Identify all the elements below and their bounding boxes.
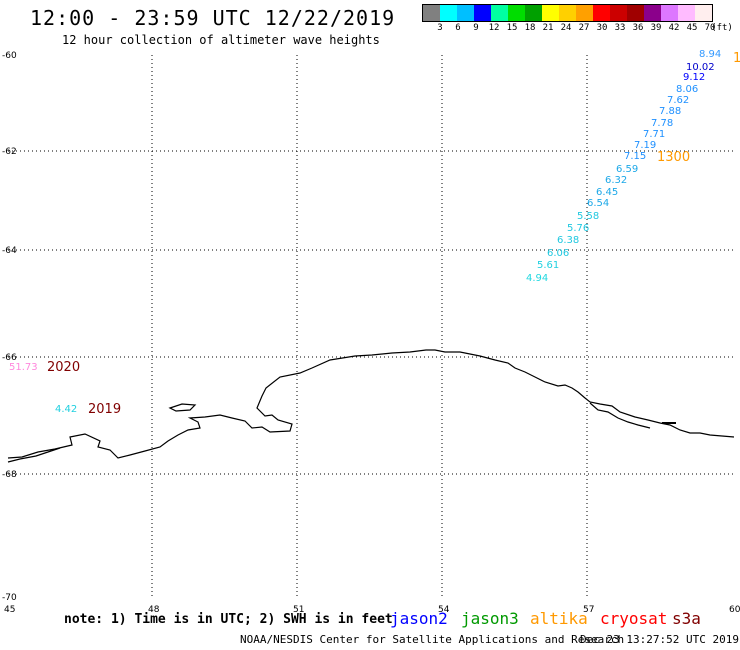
- wave-height-value: 9.12: [683, 72, 705, 83]
- wave-height-value: 6.59: [616, 164, 638, 175]
- legend-swatch: [678, 5, 695, 21]
- legend-label: 21: [542, 23, 554, 33]
- legend-label: 9: [473, 23, 479, 33]
- wave-height-value: 7.78: [651, 118, 673, 129]
- latitude-label: -68: [2, 470, 17, 480]
- satellite-jason3: jason3: [461, 609, 519, 628]
- latitude-label: -62: [2, 147, 17, 157]
- wave-height-value: 7.88: [659, 106, 681, 117]
- legend-label: 30: [596, 23, 608, 33]
- wave-height-value: 6.06: [547, 248, 569, 259]
- legend-swatches: [422, 4, 713, 22]
- pass-time-label: 1300: [657, 150, 690, 165]
- edge-label: 1: [733, 51, 740, 66]
- satellite-cryosat: cryosat: [600, 609, 668, 628]
- legend-label: 24: [560, 23, 572, 33]
- map-subtitle: 12 hour collection of altimeter wave hei…: [62, 33, 380, 47]
- graticule: -60 -62 -64 -66 -68 -70 45 48 51 54 57 60: [2, 51, 740, 615]
- legend-label: 45: [686, 23, 698, 33]
- wave-height-value: 6.54: [587, 198, 609, 209]
- legend-swatch: [542, 5, 559, 21]
- legend-swatch: [644, 5, 661, 21]
- longitude-label: 48: [148, 605, 160, 615]
- legend-swatch: [559, 5, 576, 21]
- legend-swatch: [491, 5, 508, 21]
- wave-height-value: 10.02: [686, 62, 715, 73]
- longitude-label: 45: [4, 605, 15, 615]
- legend-swatch: [576, 5, 593, 21]
- legend-swatch: [440, 5, 457, 21]
- marker-value: 4.42: [55, 404, 77, 415]
- wave-height-value: 5.61: [537, 260, 559, 271]
- marker-value: 51.73: [9, 362, 38, 373]
- color-legend: 3 6 9 12 15 18 21 24 27 30 33 36 39 42 45 70 (ft): [422, 4, 733, 33]
- legend-label: 70: [704, 23, 716, 33]
- legend-swatch: [508, 5, 525, 21]
- map-title: 12:00 - 23:59 UTC 12/22/2019: [30, 6, 396, 30]
- legend-swatch: [627, 5, 644, 21]
- latitude-label: -66: [2, 353, 17, 363]
- legend-label: 27: [578, 23, 590, 33]
- credit-line: NOAA/NESDIS Center for Satellite Applica…: [240, 633, 625, 646]
- footnote: note: 1) Time is in UTC; 2) SWH is in fe…: [64, 612, 393, 627]
- legend-labels: 3 6 9 12 15 18 21 24 27 30 33 36 39 42 45 70 (ft): [422, 23, 740, 35]
- legend-swatch: [423, 5, 440, 21]
- satellite-s3a: s3a: [672, 609, 701, 628]
- legend-swatch: [661, 5, 678, 21]
- coastline-fragment: [168, 403, 197, 412]
- generated-timestamp: Dec 23 13:27:52 UTC 2019: [580, 633, 739, 646]
- legend-swatch: [610, 5, 627, 21]
- latitude-label: -70: [2, 593, 17, 603]
- legend-swatch: [474, 5, 491, 21]
- latitude-label: -60: [2, 51, 17, 61]
- wave-height-value: 7.15: [624, 151, 646, 162]
- legend-swatch: [525, 5, 542, 21]
- wave-height-value: 8.94: [699, 49, 721, 60]
- antarctic-coastline: [7, 349, 735, 459]
- coastline: [7, 349, 735, 463]
- coastline-fragment: [7, 447, 61, 463]
- legend-swatch: [593, 5, 610, 21]
- wave-height-value: 7.62: [667, 95, 689, 106]
- longitude-label: 51: [293, 605, 304, 615]
- marker-year: 2019: [88, 402, 121, 417]
- legend-label: 3: [437, 23, 443, 33]
- wave-height-value: 5.58: [577, 211, 599, 222]
- wave-height-value: 8.06: [676, 84, 698, 95]
- legend-label: 36: [632, 23, 644, 33]
- wave-height-value: 4.94: [526, 273, 548, 284]
- longitude-label: 57: [583, 605, 594, 615]
- wave-height-track: 8.94 10.029.128.067.627.887.787.717.197.1…: [526, 49, 740, 284]
- legend-swatch: [457, 5, 474, 21]
- satellite-jason2: jason2: [390, 609, 448, 628]
- longitude-label: 54: [438, 605, 450, 615]
- longitude-label: 60: [729, 605, 740, 615]
- wave-height-value: 7.71: [643, 129, 665, 140]
- legend-label: 42: [668, 23, 680, 33]
- legend-label: 12: [488, 23, 500, 33]
- wave-height-value: 6.38: [557, 235, 579, 246]
- year-markers: 51.73 2020 4.42 2019: [9, 360, 121, 417]
- wave-height-value: 6.32: [605, 175, 627, 186]
- legend-label: 33: [614, 23, 626, 33]
- legend-unit: (ft): [711, 23, 733, 33]
- satellite-altika: altika: [530, 609, 588, 628]
- latitude-label: -64: [2, 246, 17, 256]
- legend-label: 18: [524, 23, 536, 33]
- coastline-fragment: [589, 402, 651, 429]
- marker-year: 2020: [47, 360, 80, 375]
- wave-height-value: 7.19: [634, 140, 656, 151]
- legend-label: 6: [455, 23, 461, 33]
- legend-label: 15: [506, 23, 518, 33]
- wave-height-value: 6.45: [596, 187, 618, 198]
- wave-height-value: 5.76: [567, 223, 589, 234]
- legend-swatch: [695, 5, 712, 21]
- legend-label: 39: [650, 23, 662, 33]
